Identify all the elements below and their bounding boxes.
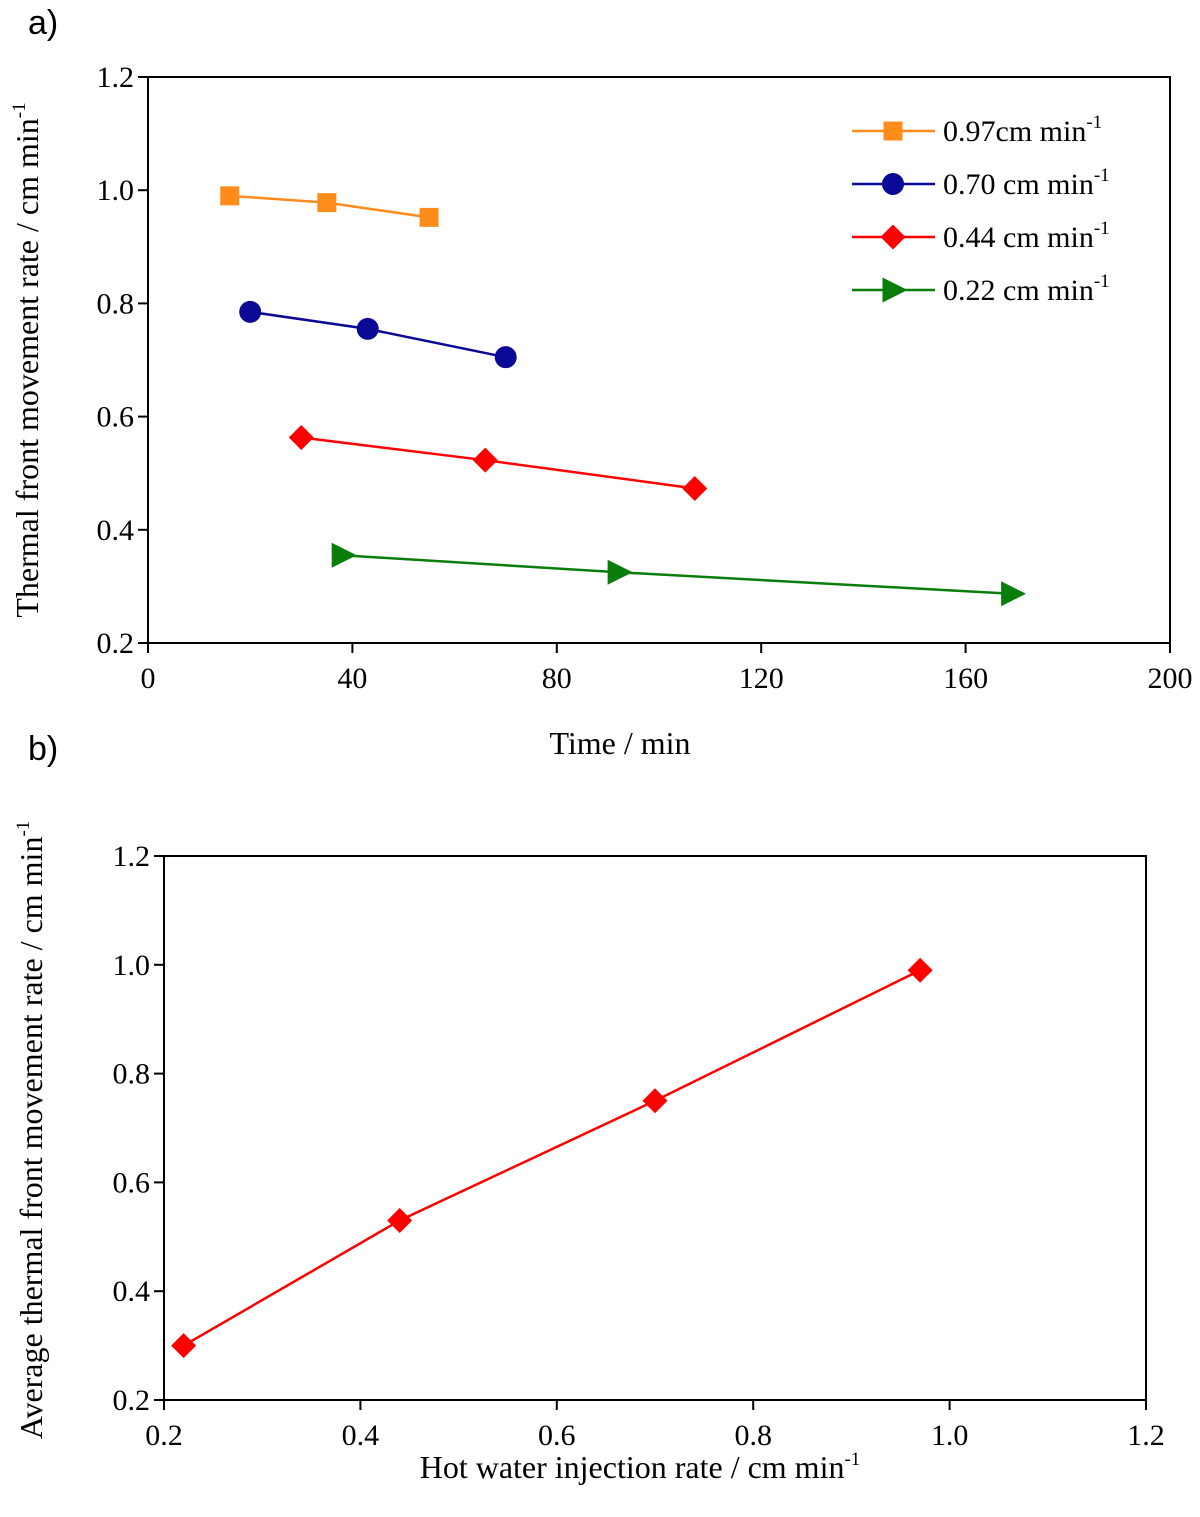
legend-label-0-sup: -1	[1086, 112, 1102, 133]
data-point-a-3-0	[331, 542, 357, 568]
y-axis-title-b: Average thermal front movement rate / cm…	[13, 821, 49, 1440]
legend-a: 0.97cm min-10.70 cm min-10.44 cm min-10.…	[852, 112, 1110, 307]
x-axis-title-b-sup: -1	[844, 1449, 860, 1470]
x-tick-label: 0.6	[538, 1419, 576, 1452]
legend-label-3-sup: -1	[1094, 271, 1110, 292]
legend-label-1-main: 0.70 cm min	[943, 168, 1094, 201]
x-tick-label: 40	[337, 662, 367, 695]
data-point-a-2-2	[682, 475, 708, 501]
x-tick-label: 1.2	[1127, 1419, 1165, 1452]
y-tick-label: 1.2	[113, 840, 151, 873]
data-point-a-0-2	[419, 207, 439, 227]
legend-marker-2	[880, 224, 906, 250]
chart-panel-b: b) 0.2 0.4 0.6 0.8 1.0 1.2 0.2 0.4 0.6 0.8 1.0 1.2…	[13, 730, 1165, 1485]
data-point-a-2-1	[472, 447, 498, 473]
y-axis-title-a-main: Thermal front movement rate / cm min	[9, 118, 45, 617]
plot-frame-a	[147, 76, 1171, 644]
y-tick-label: 0.6	[113, 1166, 151, 1199]
y-tick-label: 0.2	[97, 627, 135, 660]
data-point-a-1-0	[239, 300, 262, 323]
y-axis-title-b-sup: -1	[13, 821, 34, 837]
series-line-b-0	[183, 969, 921, 1347]
x-tick-label: 200	[1148, 662, 1193, 695]
data-point-a-3-2	[1001, 581, 1027, 607]
legend-label-2-sup: -1	[1094, 218, 1110, 239]
data-point-a-0-0	[220, 186, 240, 206]
series-line-a-3	[342, 554, 1012, 596]
plot-frame-b	[163, 855, 1147, 1401]
x-tick-label: 0.4	[342, 1419, 380, 1452]
y-tick-label: 1.0	[97, 174, 135, 207]
legend-label-1-sup: -1	[1094, 165, 1110, 186]
panel-label-a: a)	[28, 4, 58, 42]
data-point-a-2-0	[288, 425, 314, 451]
legend-marker-1	[882, 173, 904, 195]
x-tick-label: 160	[943, 662, 988, 695]
series-group-b	[171, 957, 933, 1359]
data-point-b-0-3	[907, 957, 933, 983]
y-tick-label: 0.2	[113, 1384, 151, 1417]
data-point-a-1-2	[494, 346, 517, 369]
x-axis-title-b-main: Hot water injection rate / cm min	[420, 1449, 845, 1485]
data-point-a-3-1	[607, 559, 633, 585]
data-point-b-0-1	[387, 1207, 413, 1233]
y-axis-ticks-a: 0.2 0.4 0.6 0.8 1.0 1.2	[97, 61, 148, 660]
y-tick-label: 0.4	[97, 514, 135, 547]
x-axis-title-b: Hot water injection rate / cm min-1	[420, 1449, 861, 1485]
data-point-b-0-0	[171, 1333, 197, 1359]
legend-label-3: 0.22 cm min-1	[943, 271, 1110, 307]
x-axis-title-a: Time / min	[549, 725, 690, 761]
legend-label-0-main: 0.97cm min	[943, 115, 1086, 148]
legend-label-2-main: 0.44 cm min	[943, 221, 1094, 254]
data-point-a-0-1	[317, 193, 337, 213]
legend-marker-0	[883, 121, 903, 141]
x-axis-ticks-b: 0.2 0.4 0.6 0.8 1.0 1.2	[145, 1400, 1165, 1452]
legend-label-3-main: 0.22 cm min	[943, 274, 1094, 307]
y-axis-title-b-main: Average thermal front movement rate / cm…	[13, 837, 49, 1440]
series-line-a-1	[250, 310, 506, 359]
data-point-a-1-1	[356, 317, 379, 340]
y-tick-label: 0.8	[113, 1058, 151, 1091]
y-tick-label: 0.6	[97, 401, 135, 434]
legend-label-1: 0.70 cm min-1	[943, 165, 1110, 201]
series-line-a-2	[301, 436, 695, 490]
y-tick-label: 1.0	[113, 949, 151, 982]
y-axis-title-a-sup: -1	[9, 102, 30, 118]
x-tick-label: 0.2	[145, 1419, 183, 1452]
x-tick-label: 0	[141, 662, 156, 695]
data-point-b-0-2	[642, 1088, 668, 1114]
x-tick-label: 1.0	[931, 1419, 969, 1452]
legend-marker-3	[882, 277, 908, 303]
y-tick-label: 0.4	[113, 1275, 151, 1308]
panel-label-b: b)	[28, 730, 58, 768]
y-tick-label: 0.8	[97, 287, 135, 320]
x-tick-label: 120	[739, 662, 784, 695]
legend-label-0: 0.97cm min-1	[943, 112, 1102, 148]
legend-label-2: 0.44 cm min-1	[943, 218, 1110, 254]
y-tick-label: 1.2	[97, 61, 135, 94]
x-tick-label: 0.8	[734, 1419, 772, 1452]
x-axis-ticks-a: 0 40 80 120 160 200	[141, 643, 1193, 695]
series-group-a	[220, 186, 1027, 607]
x-tick-label: 80	[542, 662, 572, 695]
y-axis-title-a: Thermal front movement rate / cm min-1	[9, 102, 45, 617]
y-axis-ticks-b: 0.2 0.4 0.6 0.8 1.0 1.2	[113, 840, 164, 1417]
chart-panel-a: a) 0 40 80 120 160 200 0.2 0.4 0.6 0.8 1.0 1.2 Tim…	[9, 4, 1193, 761]
